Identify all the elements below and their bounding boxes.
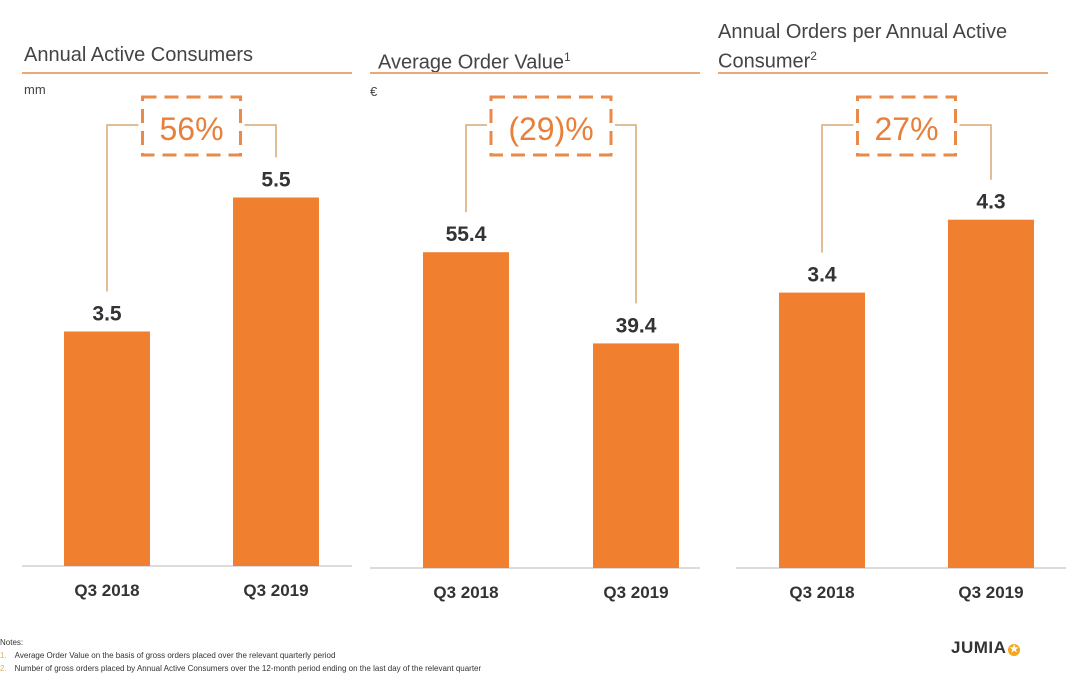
bar xyxy=(64,331,150,566)
change-label: 27% xyxy=(874,111,938,147)
title-rule-1 xyxy=(22,72,352,74)
category-label: Q3 2018 xyxy=(74,581,139,600)
note-2: 2. Number of gross orders placed by Annua… xyxy=(0,664,482,673)
unit-label-1: mm xyxy=(24,82,46,97)
change-box xyxy=(489,95,613,157)
data-label: 39.4 xyxy=(616,314,657,337)
bracket-line-right xyxy=(244,124,277,158)
notes: Notes: 1. Average Order Value on the basi… xyxy=(0,636,481,675)
chart-title-1: Annual Active Consumers xyxy=(24,44,254,66)
bracket-line-left xyxy=(821,124,854,253)
notes-heading: Notes: xyxy=(0,638,24,647)
chart-title-3: Annual Orders per Annual Active Consumer… xyxy=(718,21,1008,73)
change-box xyxy=(856,95,957,157)
bar xyxy=(779,292,865,568)
data-label: 4.3 xyxy=(976,191,1005,214)
title-rule-2 xyxy=(370,72,700,74)
category-label: Q3 2019 xyxy=(603,583,668,602)
bar xyxy=(423,252,509,568)
category-label: Q3 2019 xyxy=(958,583,1023,602)
data-label: 3.4 xyxy=(807,264,837,287)
category-label: Q3 2018 xyxy=(789,583,854,602)
change-label: 56% xyxy=(159,111,223,147)
title-rule-3 xyxy=(718,72,1048,74)
change-box xyxy=(141,95,242,157)
bar xyxy=(593,343,679,568)
star-icon: ★ xyxy=(1008,644,1021,656)
change-label: (29)% xyxy=(508,111,593,147)
bracket-line-left xyxy=(465,124,487,213)
unit-label-2: € xyxy=(370,84,378,99)
category-label: Q3 2018 xyxy=(433,583,498,602)
data-label: 55.4 xyxy=(446,223,487,246)
jumia-logo: JUMIA ★ xyxy=(951,638,1021,657)
data-label: 5.5 xyxy=(261,169,291,192)
bar xyxy=(233,197,319,566)
bar xyxy=(948,219,1034,568)
note-1: 1. Average Order Value on the basis of gr… xyxy=(0,651,336,660)
bracket-line-left xyxy=(106,124,139,292)
data-label: 3.5 xyxy=(92,303,122,326)
bracket-line-right xyxy=(615,124,637,304)
bracket-line-right xyxy=(959,124,992,180)
chart-title-2: Average Order Value1 xyxy=(378,50,571,74)
category-label: Q3 2019 xyxy=(243,581,308,600)
